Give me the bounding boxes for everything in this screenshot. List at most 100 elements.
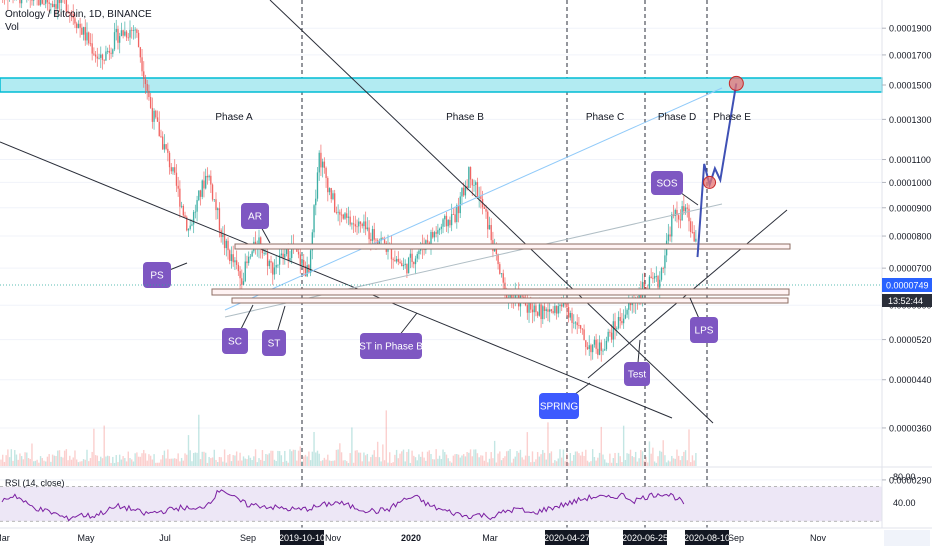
candle-body (82, 27, 85, 35)
callout-lps[interactable]: LPS (689, 297, 718, 343)
candle-body (118, 36, 121, 43)
price-tick-label: 0.0001500 (889, 81, 932, 91)
candle-body (567, 307, 570, 318)
volume-bar (244, 458, 246, 466)
volume-bar (69, 455, 71, 466)
volume-bar (616, 462, 618, 466)
candle-body (242, 281, 245, 285)
volume-bar (41, 458, 43, 466)
range-boxes-layer (211, 243, 791, 304)
volume-bar (137, 456, 140, 466)
volume-bar (684, 450, 687, 466)
volume-bar (686, 460, 688, 466)
candle-body (535, 305, 537, 313)
candle-body (74, 18, 76, 24)
candle-body (182, 205, 185, 216)
candle-body (359, 221, 362, 224)
current-price-value: 0.0000749 (886, 281, 929, 291)
candle-body (194, 211, 197, 213)
time-tick-label: Jul (159, 533, 171, 543)
candle-body (586, 347, 589, 350)
candle-body (530, 300, 532, 310)
volume-bar (62, 457, 64, 466)
candle-body (153, 110, 155, 122)
callout-st[interactable]: ST (262, 305, 286, 356)
volume-bar (605, 462, 608, 466)
volume-bar (22, 459, 25, 466)
volume-bar (677, 455, 680, 466)
symbol-title[interactable]: Ontology / Bitcoin, 1D, BINANCE (5, 9, 152, 20)
callout-sos[interactable]: SOS (651, 171, 699, 206)
candle-body (251, 251, 253, 257)
callout-ps[interactable]: PS (143, 262, 188, 288)
volume-bar (177, 453, 179, 466)
candle-body (686, 207, 688, 209)
volume-bar (308, 451, 310, 466)
volume-bar (559, 449, 561, 466)
volume-bar (550, 451, 553, 466)
candle-body (106, 50, 109, 52)
candle-body (246, 261, 248, 264)
volume-bar (505, 451, 508, 466)
price-tick-label: 0.0000360 (889, 423, 932, 433)
candle-body (330, 188, 332, 200)
candle-body (260, 237, 262, 249)
candle-body (457, 205, 460, 214)
volume-bar (640, 450, 642, 466)
candle-body (669, 234, 671, 237)
volume-bar (237, 460, 240, 466)
candle-body (31, 0, 33, 1)
volume-bar (695, 453, 697, 466)
candle-body (45, 0, 47, 4)
candle-body (335, 212, 338, 213)
volume-bar (261, 450, 264, 466)
volume-bar (156, 462, 159, 466)
candle-body (198, 190, 200, 201)
candle-body (609, 331, 611, 333)
callout-label: ST in Phase B (359, 342, 423, 353)
candle-body (105, 51, 107, 61)
volume-bar (342, 460, 344, 466)
candle-body (610, 332, 613, 340)
candle-body (483, 207, 486, 209)
volume-bar (112, 456, 114, 466)
price-tick-label: 0.0000700 (889, 264, 932, 274)
candle-body (174, 167, 176, 173)
candle-body (210, 175, 212, 185)
volume-bar (39, 456, 42, 466)
volume-bar (650, 453, 652, 466)
volume-bar (528, 455, 530, 466)
volume-bar (316, 450, 319, 466)
candle-body (660, 268, 663, 280)
candle-body (583, 329, 585, 341)
candle-body (616, 328, 618, 330)
callout-test[interactable]: Test (624, 339, 650, 386)
volume-bar (676, 449, 678, 466)
candle-body (149, 97, 152, 108)
volume-bar (346, 461, 348, 466)
callout-spring[interactable]: SPRING (539, 382, 591, 419)
volume-bar (444, 452, 446, 466)
candle-body (132, 30, 135, 31)
callout-ar[interactable]: AR (241, 203, 271, 244)
callout-st-in-phase-b[interactable]: ST in Phase B (359, 312, 423, 359)
callout-sc[interactable]: SC (222, 304, 254, 354)
candle-body (134, 29, 136, 31)
volume-bar (426, 451, 429, 466)
volume-bar (53, 455, 56, 466)
volume-bars-layer (0, 410, 697, 466)
candle-body (511, 294, 513, 299)
candle-body (597, 348, 599, 355)
volume-bar (567, 462, 570, 466)
candle-body (287, 246, 289, 261)
volume-bar (180, 457, 183, 466)
volume-bar (581, 451, 584, 466)
candle-body (266, 252, 269, 267)
range-box (231, 297, 789, 304)
volume-bar (652, 447, 654, 466)
volume-bar (667, 460, 670, 466)
candle-body (598, 342, 601, 355)
volume-bar (273, 459, 276, 466)
candle-body (351, 223, 353, 225)
